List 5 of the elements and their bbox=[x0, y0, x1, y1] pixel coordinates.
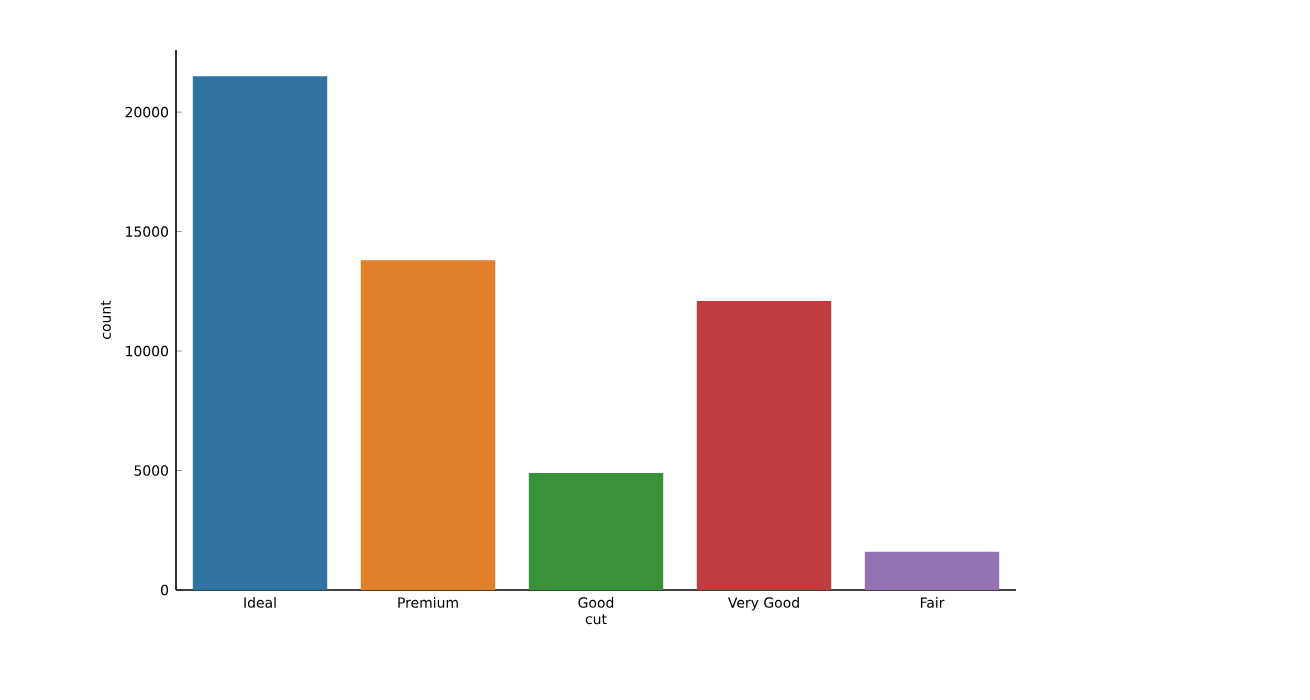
bar bbox=[528, 472, 664, 590]
bar bbox=[360, 260, 496, 590]
bar bbox=[192, 76, 328, 590]
bar bbox=[696, 300, 832, 590]
bar bbox=[864, 551, 1000, 590]
